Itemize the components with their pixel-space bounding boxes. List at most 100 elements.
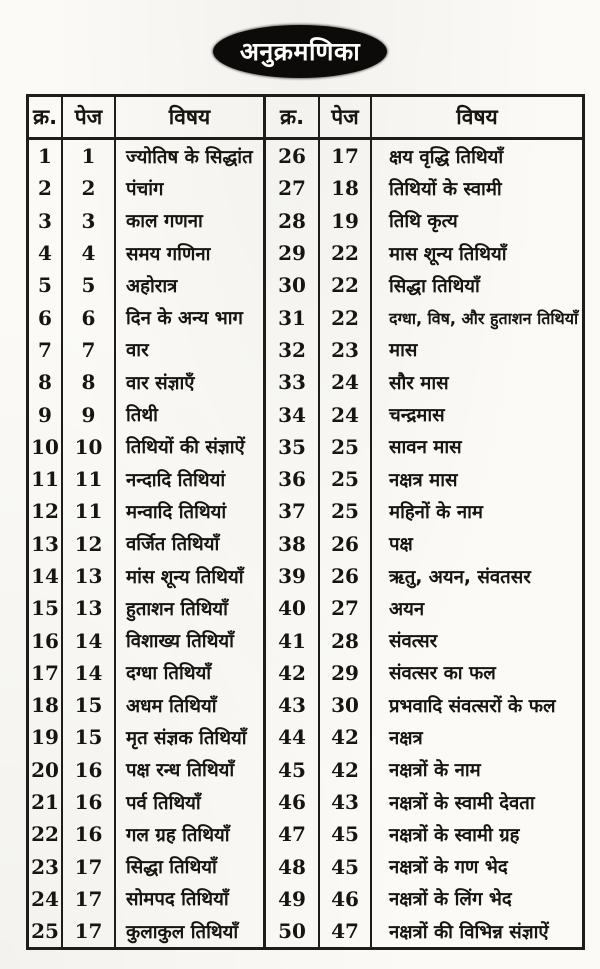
page-cell: 8 <box>63 366 116 399</box>
subject-cell: नक्षत्रों के स्वामी ग्रह <box>389 824 520 846</box>
subject-cell: क्षय वृद्धि तिथियाँ <box>389 146 504 168</box>
subject-cell: कुलाकुल तिथियाँ <box>116 915 266 948</box>
page-cell: 43 <box>320 785 372 819</box>
serial-cell: 4 <box>29 236 63 270</box>
serial-cell: 32 <box>266 333 320 367</box>
header-serial-right: क्र. <box>266 97 320 137</box>
page-cell: 23 <box>320 333 372 367</box>
page-cell: 22 <box>320 236 372 270</box>
table-row: 15 13 हुताशन तिथियाँ 40 27 अयन <box>29 592 582 625</box>
page-cell: 25 <box>320 495 372 528</box>
subject-cell: पक्ष रन्ध तिथियाँ <box>116 753 266 786</box>
serial-cell: 30 <box>266 269 320 302</box>
page-cell: 18 <box>320 172 372 205</box>
subject-cell: विशाख्य तिथियाँ <box>116 624 266 657</box>
page-cell: 14 <box>63 656 116 690</box>
page-cell: 19 <box>320 204 372 237</box>
page-cell: 13 <box>63 592 116 625</box>
subject-cell: ऋतु, अयन, संवतसर <box>389 566 531 588</box>
serial-cell: 25 <box>29 915 63 948</box>
subject-cell: नक्षत्रों के लिंग भेद <box>389 889 512 911</box>
serial-cell: 38 <box>266 527 320 560</box>
serial-cell: 37 <box>266 495 320 528</box>
page-cell: 25 <box>320 462 372 496</box>
serial-cell: 26 <box>266 140 320 173</box>
serial-cell: 50 <box>266 915 320 948</box>
subject-cell: महिनों के नाम <box>389 501 483 523</box>
subject-cell: पंचांग <box>116 172 266 205</box>
subject-cell: वार <box>116 333 266 367</box>
page-cell: 4 <box>63 236 116 270</box>
page-cell: 7 <box>63 333 116 367</box>
page-cell: 11 <box>63 462 116 496</box>
subject-cell: दिन के अन्य भाग <box>116 301 266 334</box>
serial-cell: 10 <box>29 430 63 463</box>
subject-cell: सौर मास <box>389 372 449 394</box>
table-row: 22 16 गल ग्रह तिथियाँ 47 45 नक्षत्रों के स्वा… <box>29 818 582 851</box>
page-cell: 28 <box>320 624 372 657</box>
page-cell: 14 <box>63 624 116 657</box>
page-cell: 26 <box>320 527 372 560</box>
serial-cell: 14 <box>29 559 63 593</box>
page-cell: 15 <box>63 689 116 722</box>
serial-cell: 11 <box>29 462 63 496</box>
page-cell: 29 <box>320 656 372 690</box>
header-subject-left: विषय <box>116 97 266 137</box>
page-cell: 25 <box>320 430 372 463</box>
table-row: 16 14 विशाख्य तिथियाँ 41 28 संवत्सर <box>29 624 582 657</box>
subject-cell: अहोरात्र <box>116 269 266 302</box>
serial-cell: 15 <box>29 592 63 625</box>
subject-cell: नक्षत्रों के नाम <box>389 760 481 782</box>
subject-cell: चन्द्रमास <box>389 405 445 427</box>
page-cell: 24 <box>320 366 372 399</box>
header-page-right: पेज <box>320 97 372 137</box>
page-cell: 5 <box>63 269 116 302</box>
header-subject-right: विषय <box>456 105 498 129</box>
serial-cell: 5 <box>29 269 63 302</box>
header-page-left: पेज <box>63 97 116 137</box>
serial-cell: 24 <box>29 882 63 916</box>
subject-cell: हुताशन तिथियाँ <box>116 592 266 625</box>
page-cell: 22 <box>320 301 372 334</box>
table-row: 11 11 नन्दादि तिथियां 36 25 नक्षत्र मास <box>29 462 582 496</box>
serial-cell: 35 <box>266 430 320 463</box>
subject-cell: पर्व तिथियाँ <box>116 785 266 819</box>
table-row: 20 16 पक्ष रन्ध तिथियाँ 45 42 नक्षत्रों के ना… <box>29 753 582 786</box>
subject-cell: तिथियों की संज्ञाऐं <box>116 430 266 463</box>
serial-cell: 7 <box>29 333 63 367</box>
serial-cell: 17 <box>29 656 63 690</box>
subject-cell: तिथी <box>116 398 266 431</box>
subject-cell: नक्षत्रों के गण भेद <box>389 857 508 879</box>
subject-cell: सिद्धा तिथियाँ <box>116 850 266 883</box>
subject-cell: दग्धा तिथियाँ <box>116 656 266 690</box>
table-row: 17 14 दग्धा तिथियाँ 42 29 संवत्सर का फल <box>29 656 582 690</box>
table-row: 9 9 तिथी 34 24 चन्द्रमास <box>29 398 582 431</box>
subject-cell: ज्योतिष के सिद्धांत <box>116 140 266 173</box>
serial-cell: 23 <box>29 850 63 883</box>
table-row: 12 11 मन्वादि तिथियां 37 25 महिनों के नाम <box>29 495 582 528</box>
table-row: 1 1 ज्योतिष के सिद्धांत 26 17 क्षय वृद्धि तिथ… <box>29 140 582 173</box>
page-cell: 22 <box>320 269 372 302</box>
page-cell: 45 <box>320 850 372 883</box>
serial-cell: 33 <box>266 366 320 399</box>
subject-cell: प्रभवादि संवत्सरों के फल <box>389 695 556 717</box>
subject-cell: नक्षत्र मास <box>389 469 458 491</box>
subject-cell: अयन <box>389 598 425 620</box>
serial-cell: 13 <box>29 527 63 560</box>
serial-cell: 34 <box>266 398 320 431</box>
page-cell: 17 <box>63 915 116 948</box>
table-row: 4 4 समय गणिना 29 22 मास शून्य तिथियाँ <box>29 236 582 270</box>
page-cell: 42 <box>320 721 372 754</box>
table-row: 21 16 पर्व तिथियाँ 46 43 नक्षत्रों के स्वामी … <box>29 785 582 819</box>
subject-cell: सावन मास <box>389 437 462 459</box>
subject-cell: तिथियों के स्वामी <box>389 178 502 200</box>
serial-cell: 3 <box>29 204 63 237</box>
page-cell: 15 <box>63 721 116 754</box>
page-cell: 10 <box>63 430 116 463</box>
page-cell: 27 <box>320 592 372 625</box>
table-row: 13 12 वर्जित तिथियाँ 38 26 पक्ष <box>29 527 582 560</box>
serial-cell: 21 <box>29 785 63 819</box>
serial-cell: 43 <box>266 689 320 722</box>
subject-cell: मास शून्य तिथियाँ <box>389 243 507 265</box>
subject-cell: मृत संज्ञक तिथियाँ <box>116 721 266 754</box>
